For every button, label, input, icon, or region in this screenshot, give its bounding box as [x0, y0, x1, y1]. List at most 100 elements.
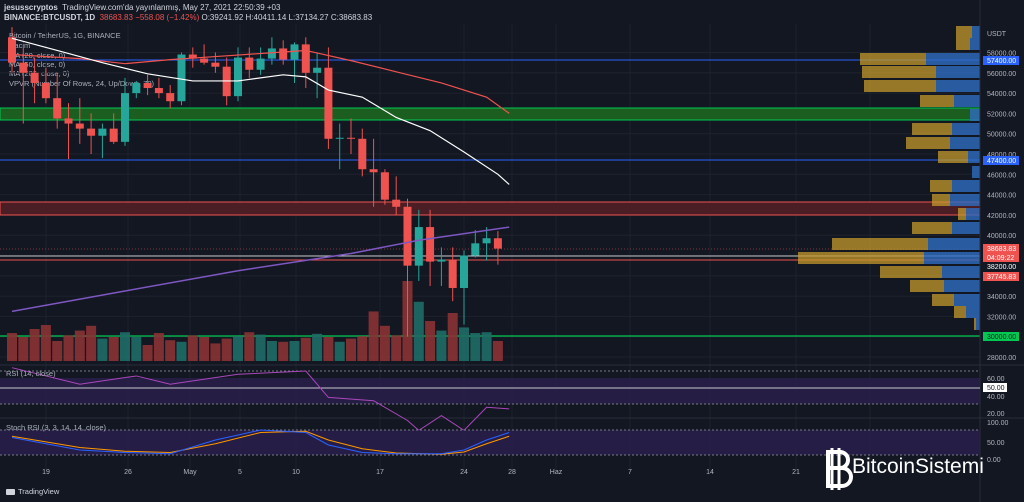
header-title-line: jesusscryptos TradingView.com'da yayınla…: [4, 3, 280, 12]
rsi-tick-40: 40.00: [987, 394, 1005, 401]
time-tick-label: 10: [292, 469, 300, 476]
volume-bar: [266, 341, 277, 361]
ma20-line: [11, 37, 510, 185]
candle-body: [19, 62, 28, 73]
rsi-line: [11, 367, 510, 432]
volume-bar: [255, 334, 266, 361]
vpvr-up-bar: [920, 95, 954, 107]
price-tick-label: 52000.00: [987, 111, 1016, 118]
badge-30000: [983, 332, 1019, 341]
rsi-band: [0, 378, 980, 404]
legend-ma200[interactable]: MA (200, close, 0): [9, 69, 70, 78]
vpvr-down-bar: [942, 266, 980, 278]
volume-bar: [312, 333, 323, 361]
volume-bar: [108, 337, 119, 361]
legend-volume[interactable]: Hacim: [9, 41, 31, 50]
volume-bar: [74, 330, 85, 361]
volume-bar: [470, 333, 481, 361]
volume-bar: [492, 341, 503, 361]
volume-bar: [221, 338, 232, 361]
price-tick-label: 40000.00: [987, 233, 1016, 240]
time-tick-label: 24: [460, 469, 468, 476]
candle-body: [460, 255, 468, 288]
vpvr-up-bar: [864, 80, 936, 92]
vpvr-up-bar: [912, 222, 952, 234]
badge-38200: [983, 262, 1019, 271]
badge-30000-text: 30000.00: [987, 334, 1016, 341]
ohlc-open: O:39241.92: [201, 13, 244, 22]
candle-body: [369, 169, 378, 173]
candle-body: [301, 44, 310, 73]
time-tick-label: 28: [508, 469, 516, 476]
red-resistance-zone: [0, 201, 981, 216]
candle-body: [267, 48, 276, 59]
candle-body: [188, 54, 197, 59]
ohlc-close: C:38683.83: [330, 13, 373, 22]
candle-body: [8, 37, 16, 63]
time-axis: 19 26 May 5 10 17 24 28 Haz 7 14 21: [42, 469, 800, 476]
candle-body: [313, 67, 322, 73]
rsi-tick-60: 60.00: [987, 376, 1005, 383]
volume-bar: [481, 332, 492, 361]
vpvr-down-bar: [976, 318, 980, 330]
watermark-logo: [820, 446, 1020, 496]
bitcoin-b-icon: [826, 448, 853, 490]
vpvr-down-bar: [944, 280, 980, 292]
candle-body: [75, 123, 84, 129]
candle-body: [347, 137, 355, 139]
volume-bar: [97, 338, 108, 361]
volume-bar: [165, 340, 176, 361]
volume-bar: [368, 311, 379, 361]
vpvr-down-bar: [950, 194, 980, 206]
volume-bar: [379, 325, 390, 361]
green-support-zone: [0, 107, 981, 121]
legend-vpvr[interactable]: VPVR (Number Of Rows, 24, Up/Down, 70): [9, 79, 155, 88]
volume-bar: [86, 325, 97, 361]
time-tick-label: 17: [376, 469, 384, 476]
stoch-tick-100: 100.00: [987, 420, 1009, 427]
volume-bar: [334, 341, 345, 361]
price-tick-label: 28000.00: [987, 355, 1016, 362]
tradingview-text: TradingView: [18, 487, 60, 496]
price-tick-label: 32000.00: [987, 314, 1016, 321]
vpvr-down-bar: [972, 26, 980, 38]
candle-body: [109, 128, 118, 142]
volume-bar: [176, 341, 187, 361]
vpvr-down-bar: [936, 66, 980, 78]
ma200-line: [11, 226, 510, 313]
tradingview-brand[interactable]: TradingView: [6, 487, 59, 496]
stoch-k-line: [11, 429, 510, 455]
candle-body: [132, 82, 141, 94]
candle-body: [154, 88, 163, 94]
price-tick-label: 54000.00: [987, 91, 1016, 98]
vpvr-down-bar: [970, 109, 980, 121]
price-change: −558.08 (−1.42%): [135, 13, 200, 22]
price-tick-label: 50000.00: [987, 132, 1016, 139]
volume-bar: [7, 333, 17, 361]
candle-body: [200, 58, 209, 63]
candle-body: [493, 238, 502, 249]
price-axis-ticks: 58000.00 56000.00 54000.00 52000.00 50000.00…: [987, 51, 1016, 363]
candle-body: [437, 259, 446, 262]
candle-body: [335, 137, 344, 139]
candle-body: [87, 128, 96, 136]
volume-bar: [52, 341, 63, 361]
vpvr-up-bar: [956, 26, 972, 38]
volume-bar: [323, 337, 334, 361]
price-tick-label: 46000.00: [987, 172, 1016, 179]
vpvr-up-bar: [932, 294, 954, 306]
volume-bar: [131, 337, 142, 361]
candle-body: [358, 138, 367, 170]
badge-last-price-text: 38683.83: [987, 246, 1016, 253]
legend-ma50[interactable]: MA (50, close, 0): [9, 60, 66, 69]
stoch-tick-50: 50.00: [987, 440, 1005, 447]
candle-body: [53, 98, 62, 119]
volume-bar: [120, 332, 130, 361]
volume-bar: [210, 343, 221, 361]
volume-bar: [436, 330, 447, 361]
candle-body: [279, 48, 288, 60]
vpvr-profile: [798, 26, 980, 330]
candle-body: [234, 57, 242, 97]
volume-bar: [29, 329, 40, 361]
